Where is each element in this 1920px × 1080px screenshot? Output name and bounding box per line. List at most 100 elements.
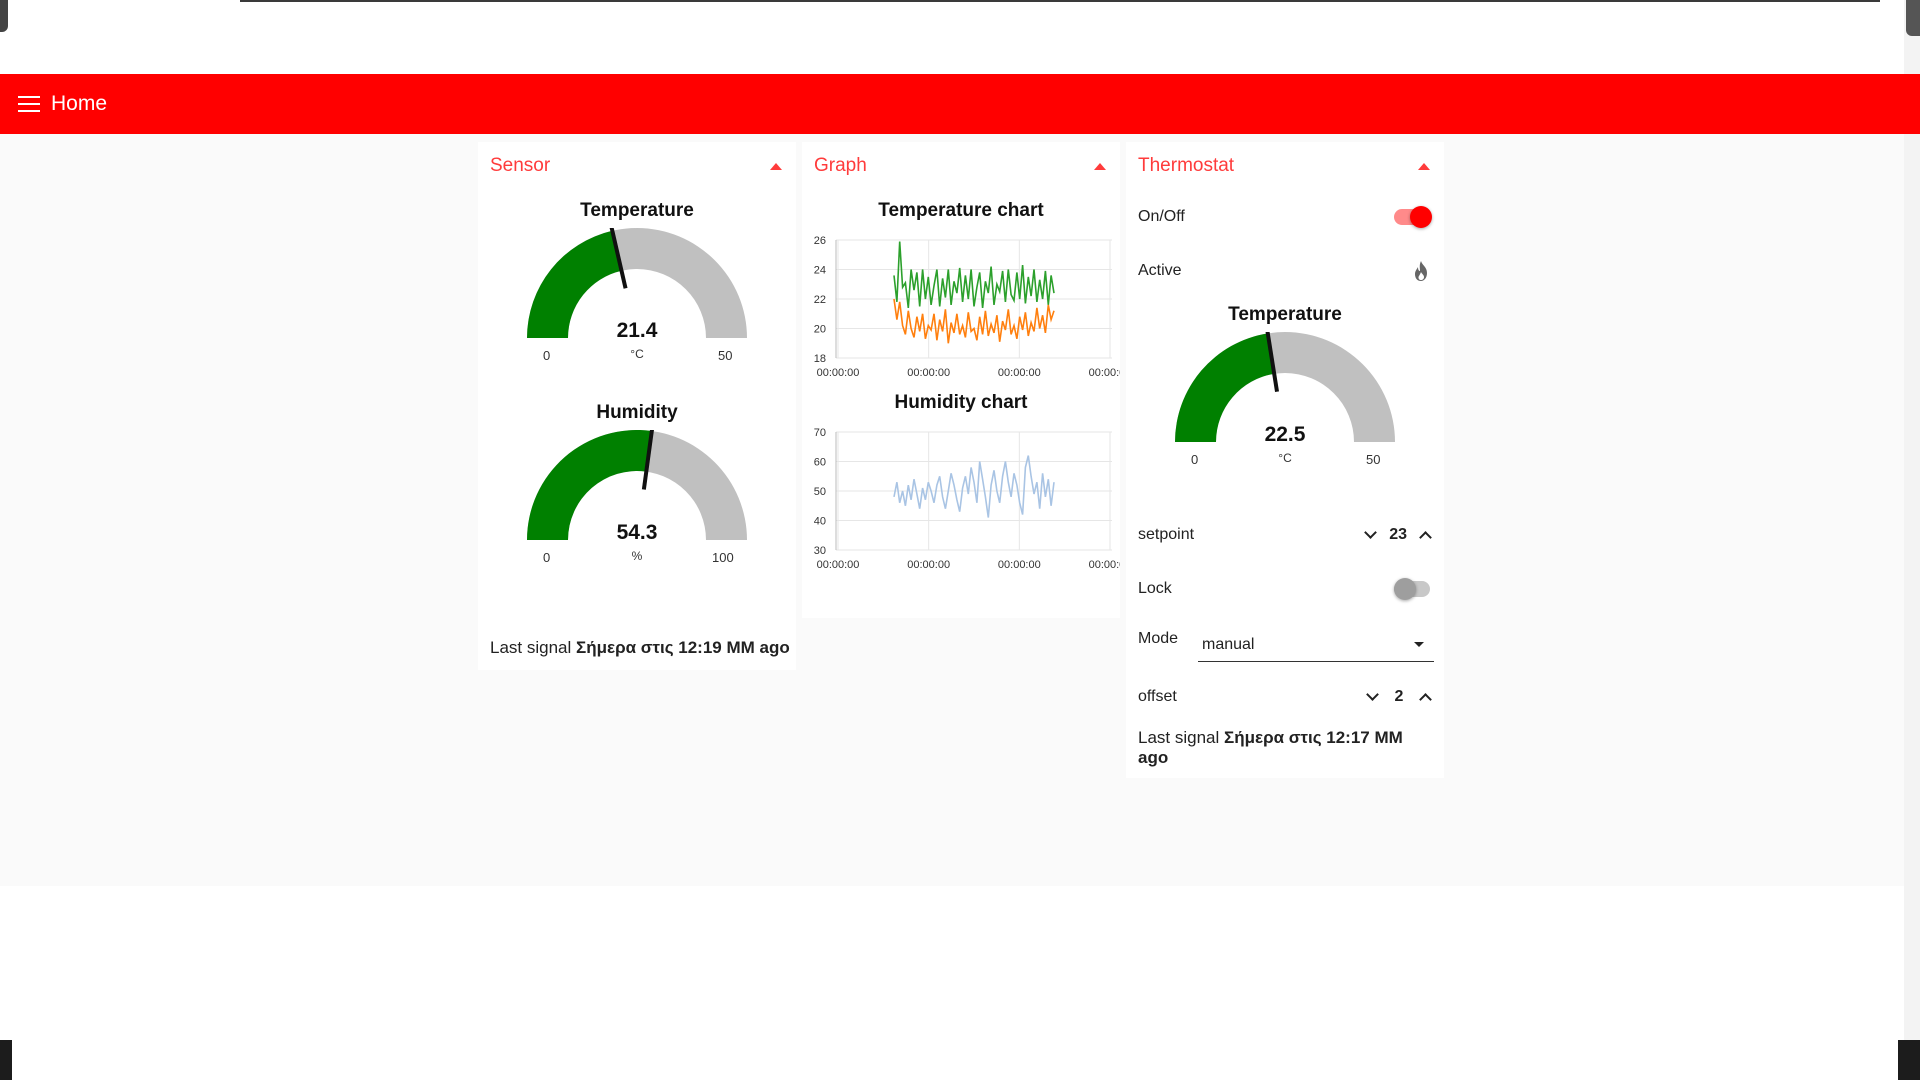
active-label: Active bbox=[1138, 262, 1182, 279]
graph-card: Graph Temperature chart 26 24 22 20 18 00:00:… bbox=[802, 142, 1120, 618]
x-tick-label: 00:00:00 bbox=[907, 559, 950, 571]
gauge-max-label: 100 bbox=[712, 550, 734, 565]
graph-card-title: Graph bbox=[814, 155, 867, 176]
y-tick-label: 26 bbox=[814, 235, 826, 247]
gauge-max-label: 50 bbox=[718, 348, 733, 363]
toggle-thumb bbox=[1410, 206, 1432, 228]
decrement-chevron-down-icon[interactable] bbox=[1366, 688, 1379, 701]
thermostat-card-title: Thermostat bbox=[1138, 155, 1235, 176]
x-tick-label: 00:00:00 bbox=[817, 367, 860, 379]
toggle-thumb bbox=[1394, 578, 1416, 600]
offset-value: 2 bbox=[1394, 688, 1404, 705]
gauge-min-label: 0 bbox=[1191, 452, 1199, 467]
sensor-last-signal: Last signal Σήμερα στις 12:19 ΜΜ ago bbox=[490, 638, 790, 658]
temperature-gauge: 21.4 °C 0 50 bbox=[478, 228, 796, 398]
humidity-gauge: 54.3 % 0 100 bbox=[478, 430, 796, 600]
app-header: Home bbox=[0, 74, 1920, 134]
humidity-value: 54.3 bbox=[616, 521, 658, 544]
gauge-min-label: 0 bbox=[543, 348, 551, 363]
x-tick-label: 00:00:00 bbox=[1089, 367, 1120, 379]
mode-select[interactable]: manual bbox=[1198, 628, 1434, 662]
collapse-caret-icon[interactable] bbox=[1094, 162, 1106, 170]
lock-toggle[interactable] bbox=[1394, 578, 1430, 600]
y-tick-label: 50 bbox=[814, 486, 826, 498]
sensor-card-title: Sensor bbox=[490, 155, 551, 176]
setpoint-row: setpoint 23 bbox=[1126, 508, 1444, 562]
thermostat-card: Thermostat On/Off Active Temperature 22.… bbox=[1126, 142, 1444, 778]
mode-row: Mode manual bbox=[1126, 616, 1444, 670]
humidity-gauge-graphic bbox=[527, 430, 747, 540]
x-tick-label: 00:00:00 bbox=[1089, 559, 1120, 571]
lock-row: Lock bbox=[1126, 562, 1444, 616]
lock-label: Lock bbox=[1138, 580, 1172, 597]
gauge-min-label: 0 bbox=[543, 550, 551, 565]
last-signal-label: Last signal bbox=[490, 638, 572, 657]
gauge-needle bbox=[1265, 332, 1279, 392]
gauge-needle bbox=[609, 228, 628, 289]
x-tick-label: 00:00:00 bbox=[998, 559, 1041, 571]
flame-icon bbox=[1415, 261, 1427, 281]
graph-card-header[interactable]: Graph bbox=[802, 142, 1120, 190]
y-tick-label: 20 bbox=[814, 324, 826, 336]
sensor-card-header[interactable]: Sensor bbox=[478, 142, 796, 190]
taskbar-right bbox=[1898, 1040, 1920, 1080]
thermostat-gauge-title: Temperature bbox=[1228, 304, 1342, 325]
bottom-area bbox=[12, 886, 1898, 1080]
temperature-chart-title: Temperature chart bbox=[878, 200, 1044, 221]
onoff-row: On/Off bbox=[1126, 190, 1444, 244]
y-tick-label: 70 bbox=[814, 427, 826, 439]
x-tick-label: 00:00:00 bbox=[907, 367, 950, 379]
temperature-gauge-graphic bbox=[527, 228, 747, 338]
increment-chevron-up-icon[interactable] bbox=[1419, 693, 1432, 706]
onoff-toggle[interactable] bbox=[1394, 206, 1432, 228]
collapse-caret-icon[interactable] bbox=[1418, 162, 1430, 170]
gauge-max-label: 50 bbox=[1366, 452, 1381, 467]
decrement-chevron-down-icon[interactable] bbox=[1364, 526, 1378, 539]
dropdown-arrow-icon bbox=[1414, 642, 1424, 647]
last-signal-time: Σήμερα στις 12:17 ΜΜ ago bbox=[1138, 728, 1403, 767]
x-tick-label: 00:00:00 bbox=[998, 367, 1041, 379]
sensor-card: Sensor Temperature 21.4 °C 0 50 Humidity… bbox=[478, 142, 796, 670]
setpoint-stepper[interactable]: 23 bbox=[1364, 526, 1432, 544]
humidity-gauge-title: Humidity bbox=[596, 402, 678, 423]
thermostat-temperature-gauge: 22.5 °C 0 50 bbox=[1126, 332, 1444, 502]
menu-icon[interactable] bbox=[18, 96, 40, 112]
thermostat-gauge-graphic bbox=[1175, 332, 1395, 442]
temperature-gauge-title: Temperature bbox=[580, 200, 694, 221]
active-row: Active bbox=[1126, 244, 1444, 298]
gauge-fill bbox=[527, 230, 622, 338]
scrollbar-thumb[interactable] bbox=[1906, 0, 1920, 36]
series-line bbox=[893, 298, 1055, 344]
window-corner bbox=[0, 0, 8, 32]
gauge-needle bbox=[641, 430, 654, 490]
thermostat-last-signal: Last signal Σήμερα στις 12:17 ΜΜ ago bbox=[1126, 724, 1444, 768]
thermostat-temperature-value: 22.5 bbox=[1264, 423, 1306, 446]
humidity-chart: 70 60 50 40 30 00:00:00 00:00:00 00:00:00 00:00:… bbox=[814, 427, 1120, 571]
collapse-caret-icon[interactable] bbox=[770, 162, 782, 170]
setpoint-label: setpoint bbox=[1138, 526, 1195, 543]
y-tick-label: 22 bbox=[814, 294, 826, 306]
gauge-fill bbox=[1175, 333, 1275, 442]
gauge-fill bbox=[527, 430, 652, 540]
increment-chevron-up-icon[interactable] bbox=[1419, 531, 1432, 544]
thermostat-card-header[interactable]: Thermostat bbox=[1126, 142, 1444, 190]
setpoint-value: 23 bbox=[1389, 526, 1407, 543]
offset-label: offset bbox=[1138, 688, 1177, 705]
humidity-chart-title: Humidity chart bbox=[894, 392, 1028, 413]
y-tick-label: 18 bbox=[814, 353, 826, 365]
mode-label: Mode bbox=[1138, 630, 1179, 647]
offset-row: offset 2 bbox=[1126, 670, 1444, 724]
taskbar-left bbox=[0, 1040, 12, 1080]
window-top-strip bbox=[240, 0, 1880, 2]
series-line bbox=[893, 241, 1055, 308]
y-tick-label: 40 bbox=[814, 516, 826, 528]
temperature-unit: °C bbox=[630, 347, 644, 361]
y-tick-label: 24 bbox=[814, 265, 826, 277]
scrollbar[interactable] bbox=[1904, 0, 1920, 1080]
temperature-value: 21.4 bbox=[616, 319, 658, 342]
onoff-label: On/Off bbox=[1138, 208, 1185, 225]
x-tick-label: 00:00:00 bbox=[817, 559, 860, 571]
humidity-unit: % bbox=[631, 549, 643, 563]
y-tick-label: 60 bbox=[814, 457, 826, 469]
offset-stepper[interactable]: 2 bbox=[1366, 688, 1432, 706]
